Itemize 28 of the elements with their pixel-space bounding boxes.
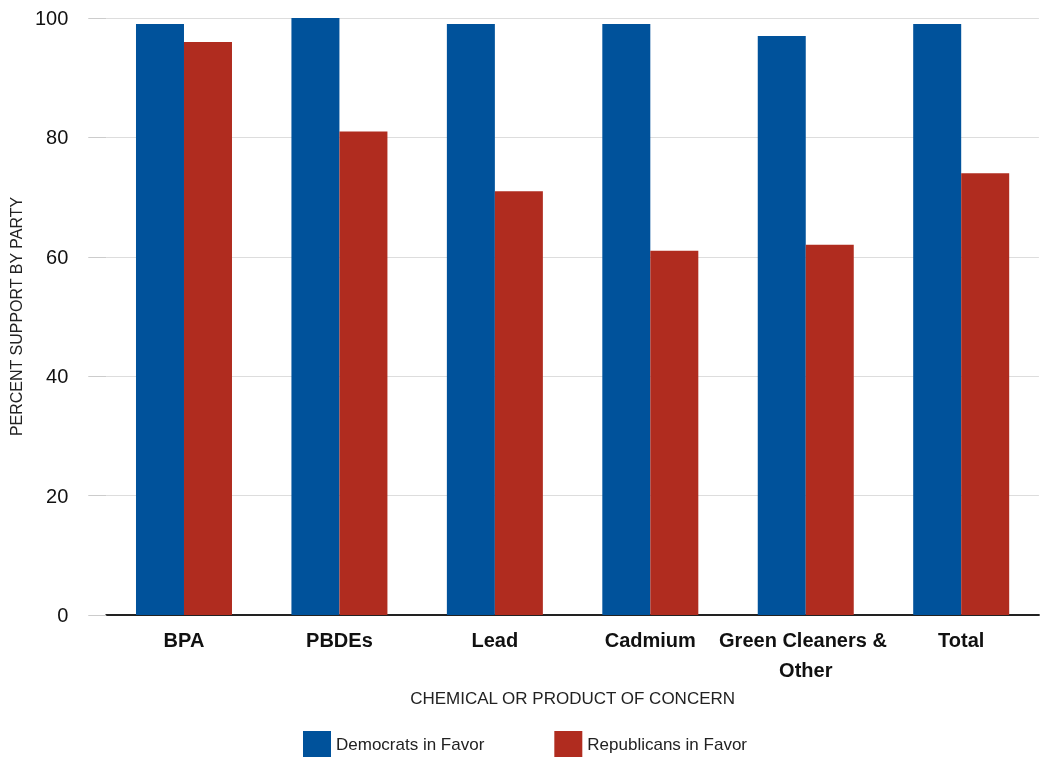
bar: [805, 244, 854, 615]
x-tick-label: Green Cleaners & Other: [719, 629, 893, 681]
y-tick-label: 0: [57, 604, 69, 626]
x-tick-label: Cadmium: [604, 629, 696, 651]
bar: [135, 23, 184, 615]
y-tick-label: 80: [46, 126, 69, 149]
y-tick-label: 40: [46, 365, 69, 388]
x-tick-label: PBDEs: [306, 629, 373, 651]
y-tick-label: 20: [46, 484, 69, 507]
bar: [650, 250, 699, 615]
y-tick-label: 100: [34, 7, 69, 29]
x-tick-label: Lead: [471, 629, 519, 651]
legend-label: Republicans in Favor: [587, 734, 748, 754]
x-axis-title: CHEMICAL OR PRODUCT OF CONCERN: [410, 688, 736, 708]
bar: [291, 18, 340, 615]
x-tick-label: BPA: [163, 629, 205, 651]
legend-label: Democrats in Favor: [336, 734, 485, 754]
bar: [494, 191, 543, 615]
y-tick-label: 60: [46, 245, 69, 268]
bar: [339, 131, 388, 615]
bar: [913, 23, 962, 615]
x-tick-label: Total: [938, 629, 985, 651]
bar: [961, 173, 1010, 615]
bar: [446, 23, 495, 615]
bar: [757, 35, 806, 615]
y-axis-title: PERCENT SUPPORT BY PARTY: [7, 196, 25, 437]
bar: [183, 41, 232, 615]
bar: [602, 23, 651, 615]
